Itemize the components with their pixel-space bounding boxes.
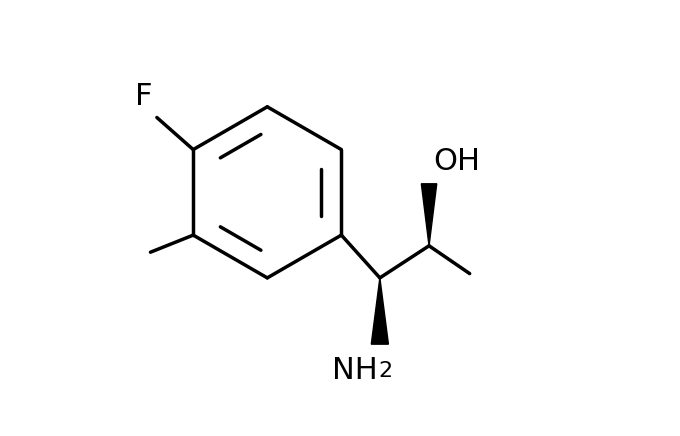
Text: NH: NH [332, 356, 377, 385]
Text: OH: OH [433, 147, 480, 176]
Polygon shape [371, 278, 388, 344]
Polygon shape [422, 184, 437, 246]
Text: 2: 2 [379, 361, 393, 381]
Text: F: F [135, 82, 152, 111]
